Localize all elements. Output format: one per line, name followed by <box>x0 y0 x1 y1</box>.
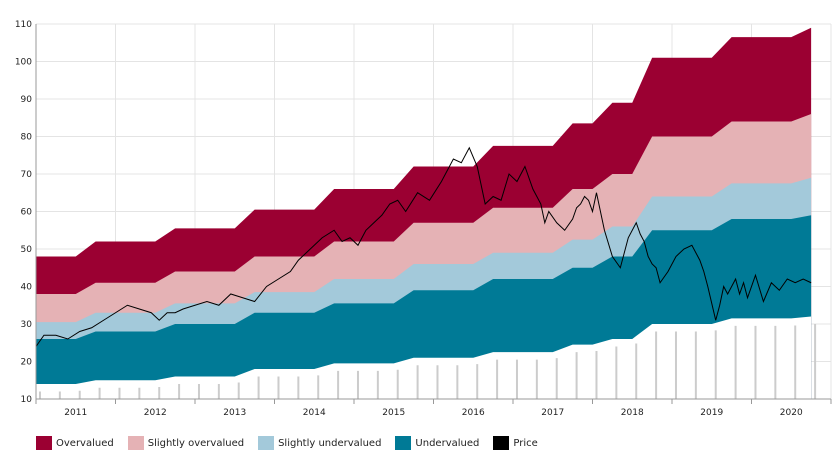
legend-swatch-overvalued <box>36 436 52 450</box>
y-tick-label-7: 80 <box>21 133 33 143</box>
y-tick-label-0: 10 <box>21 395 33 405</box>
legend-label-overvalued: Overvalued <box>56 437 114 449</box>
legend-swatch-slightly-undervalued <box>258 436 275 450</box>
price-line <box>35 146 812 347</box>
legend-swatch-undervalued <box>395 436 412 450</box>
legend-item-undervalued: Undervalued <box>395 436 479 450</box>
legend-label-slightly-overvalued: Slightly overvalued <box>147 437 245 449</box>
legend-swatch-slightly-overvalued <box>127 436 144 450</box>
y-tick-label-2: 30 <box>21 320 33 330</box>
y-tick-label-6: 70 <box>21 170 33 180</box>
floor-bars <box>38 324 817 399</box>
x-tick-label-3: 2014 <box>303 408 326 418</box>
x-tick-label-7: 2018 <box>621 408 644 418</box>
x-tick-label-6: 2017 <box>541 408 564 418</box>
x-tick-label-1: 2012 <box>144 408 167 418</box>
legend-item-price: Price <box>493 436 538 450</box>
y-tick-label-9: 100 <box>15 58 32 68</box>
price-series <box>35 146 812 347</box>
y-tick-label-10: 110 <box>15 20 32 30</box>
y-tick-label-8: 90 <box>21 95 33 105</box>
y-tick-label-3: 40 <box>21 283 33 293</box>
x-tick-label-0: 2011 <box>64 408 87 418</box>
x-tick-label-9: 2020 <box>780 408 803 418</box>
legend-label-price: Price <box>513 437 538 449</box>
legend-item-slightly-undervalued: Slightly undervalued <box>258 436 381 450</box>
y-tick-label-4: 50 <box>21 245 33 255</box>
x-tick-label-5: 2016 <box>462 408 485 418</box>
x-tick-label-8: 2019 <box>700 408 723 418</box>
x-tick-label-4: 2015 <box>382 408 405 418</box>
legend-item-slightly-overvalued: Slightly overvalued <box>127 436 245 450</box>
legend-label-slightly-undervalued: Slightly undervalued <box>278 437 382 449</box>
x-tick-label-2: 2013 <box>223 408 246 418</box>
legend-label-undervalued: Undervalued <box>415 437 480 449</box>
legend-item-overvalued: Overvalued <box>36 436 114 450</box>
y-tick-label-1: 20 <box>21 358 33 368</box>
y-axis: 10 20 30 40 50 60 70 80 90 100 110 <box>15 20 37 405</box>
legend-swatch-price <box>493 436 510 450</box>
legend: Overvalued Slightly overvalued Slightly … <box>36 436 544 450</box>
x-axis: 2011 2012 2013 2014 2015 2016 2017 2018 2019 2020 <box>35 398 832 418</box>
valuation-bands <box>36 27 812 399</box>
y-tick-label-5: 60 <box>21 208 33 218</box>
